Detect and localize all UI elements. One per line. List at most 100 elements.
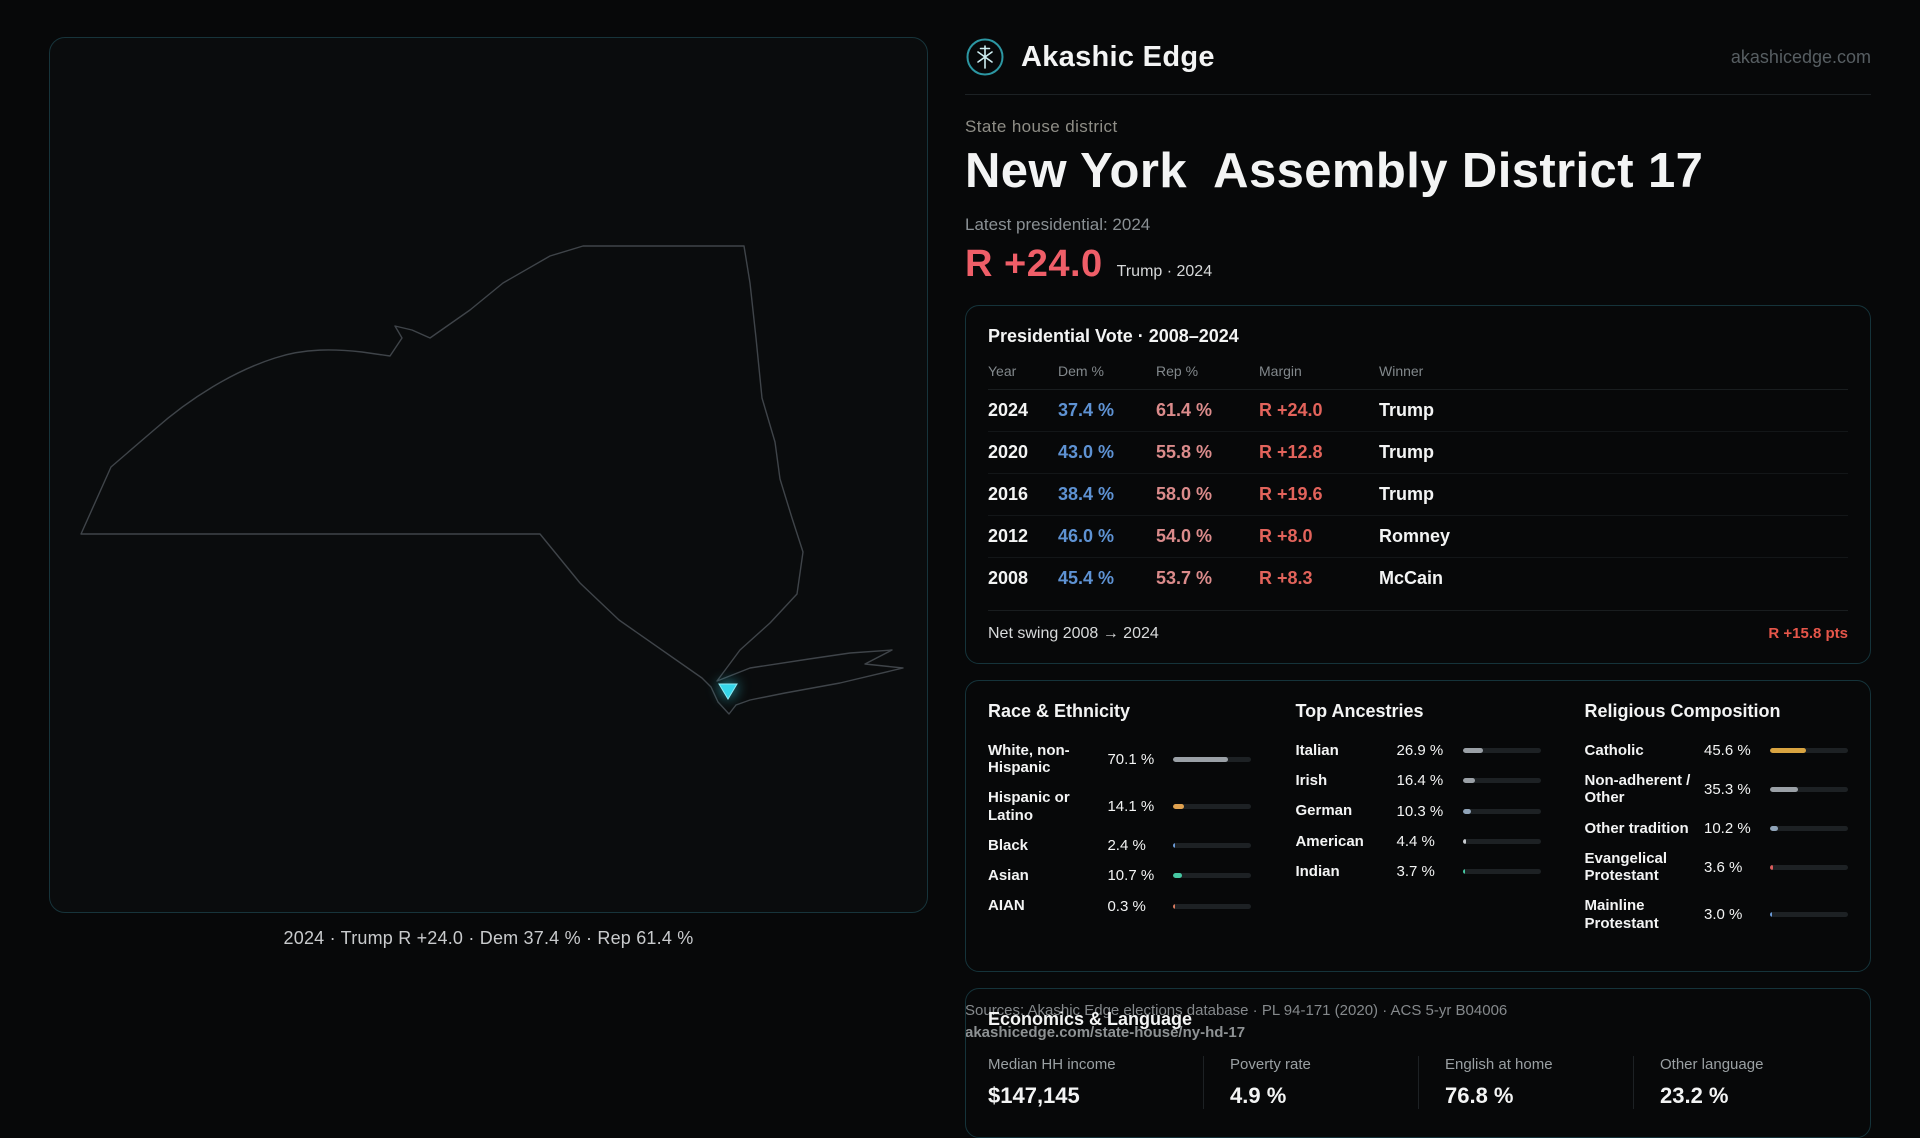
econ-stat-label: Median HH income: [988, 1055, 1116, 1073]
pv-dem-cell: 43.0 %: [1058, 441, 1115, 462]
stat-label: Other tradition: [1584, 819, 1689, 837]
stat-bar: [1173, 843, 1252, 849]
pv-margin-cell: R +19.6: [1259, 483, 1323, 504]
race-section-title: Race & Ethnicity: [988, 700, 1131, 721]
presidential-row: 2012 46.0 % 54.0 % R +8.0 Romney: [988, 516, 1848, 558]
stat-bar: [1770, 786, 1848, 792]
ancestries-section-title: Top Ancestries: [1295, 700, 1424, 721]
stat-value: 3.0 %: [1704, 906, 1743, 924]
econ-stat: English at home 76.8 %: [1418, 1055, 1633, 1109]
presidential-vote-card: Presidential Vote · 2008–2024 Year Dem % R…: [965, 304, 1871, 664]
stat-value: 2.4 %: [1107, 837, 1146, 855]
race-section: Race & Ethnicity White, non-Hispanic 70.1…: [988, 700, 1252, 951]
presidential-rows: 2024 37.4 % 61.4 % R +24.0 Trump 2020 43.0 % 55…: [988, 390, 1848, 600]
stat-row: Asian 10.7 %: [988, 867, 1252, 885]
demographics-card: Race & Ethnicity White, non-Hispanic 70.1…: [965, 679, 1871, 972]
stat-row: Hispanic or Latino 14.1 %: [988, 789, 1252, 824]
race-rows: White, non-Hispanic 70.1 % Hispanic or Lat…: [988, 741, 1252, 915]
district-marker[interactable]: [718, 683, 738, 700]
district-map-panel: [49, 37, 928, 913]
permalink[interactable]: akashicedge.com/state-house/ny-hd-17: [965, 1023, 1246, 1041]
stat-value: 3.7 %: [1396, 863, 1435, 881]
presidential-col-0: Year: [988, 362, 1017, 379]
stat-row: Evangelical Protestant 3.6 %: [1585, 850, 1848, 885]
stat-bar: [1770, 912, 1848, 918]
pv-rep-cell: 58.0 %: [1156, 483, 1213, 504]
stat-row: Mainline Protestant 3.0 %: [1585, 897, 1848, 932]
economics-card-title: Economics & Language: [988, 1008, 1193, 1029]
stat-label: White, non-Hispanic: [988, 741, 1070, 777]
district-type-label: State house district: [965, 117, 1118, 136]
stat-value: 26.9 %: [1396, 742, 1444, 760]
presidential-row: 2016 38.4 % 58.0 % R +19.6 Trump: [988, 474, 1848, 516]
brand-logo-icon: [966, 38, 1004, 76]
net-swing-value: R +15.8 pts: [1768, 624, 1848, 642]
margin-value: R +24.0: [965, 242, 1103, 285]
stat-value: 70.1 %: [1107, 750, 1155, 768]
presidential-card-title: Presidential Vote · 2008–2024: [988, 325, 1239, 346]
stat-value: 16.4 %: [1396, 772, 1444, 790]
stat-row: AIAN 0.3 %: [988, 897, 1252, 915]
presidential-row: 2024 37.4 % 61.4 % R +24.0 Trump: [988, 390, 1848, 432]
latest-presidential-label: Latest presidential: 2024: [965, 214, 1151, 234]
headline-margin: R +24.0 Trump · 2024: [965, 243, 1871, 289]
pv-margin-cell: R +24.0: [1259, 399, 1323, 420]
margin-context: Trump · 2024: [1116, 262, 1213, 280]
stat-label: German: [1295, 802, 1353, 820]
pv-dem-cell: 38.4 %: [1058, 483, 1115, 504]
stat-value: 4.4 %: [1396, 832, 1435, 850]
stat-label: Hispanic or Latino: [988, 789, 1070, 824]
stat-row: Indian 3.7 %: [1295, 863, 1541, 881]
presidential-row: 2020 43.0 % 55.8 % R +12.8 Trump: [988, 432, 1848, 474]
net-swing-label: Net swing 2008 → 2024: [988, 624, 1159, 642]
stat-bar: [1462, 808, 1541, 814]
econ-stat: Poverty rate 4.9 %: [1203, 1055, 1418, 1109]
presidential-row: 2008 45.4 % 53.7 % R +8.3 McCain: [988, 558, 1848, 600]
detail-panel: Akashic Edge akashicedge.com State house…: [965, 30, 1871, 1138]
pv-rep-cell: 55.8 %: [1156, 441, 1213, 462]
stat-value: 14.1 %: [1107, 798, 1155, 816]
stat-bar: [1173, 756, 1252, 762]
brand-name[interactable]: Akashic Edge: [1021, 40, 1215, 73]
econ-stat-label: English at home: [1445, 1055, 1553, 1073]
stat-value: 45.6 %: [1704, 742, 1751, 760]
header-bar: Akashic Edge akashicedge.com: [965, 30, 1871, 84]
stat-value: 10.2 %: [1704, 819, 1751, 837]
pv-margin-cell: R +8.3: [1259, 568, 1313, 589]
econ-stat-value: 4.9 %: [1230, 1082, 1287, 1108]
stat-bar: [1462, 748, 1541, 754]
sources-line: Sources: Akashic Edge elections database…: [965, 1002, 1508, 1019]
stat-row: German 10.3 %: [1295, 802, 1541, 820]
pv-year-cell: 2012: [988, 525, 1029, 546]
religion-rows: Catholic 45.6 % Non-adherent / Other 35.3 %…: [1585, 742, 1848, 932]
pv-winner-cell: Trump: [1379, 483, 1435, 504]
pv-winner-cell: McCain: [1379, 568, 1444, 589]
religion-section: Religious Composition Catholic 45.6 % Non-…: [1585, 701, 1848, 951]
stat-row: American 4.4 %: [1295, 832, 1541, 850]
pv-rep-cell: 53.7 %: [1156, 568, 1213, 589]
stat-label: Black: [988, 836, 1029, 854]
presidential-column-headers: Year Dem % Rep % Margin Winner: [988, 363, 1848, 390]
stat-bar: [1173, 903, 1252, 909]
religion-section-title: Religious Composition: [1584, 700, 1781, 721]
stat-bar: [1770, 864, 1848, 870]
presidential-col-1: Dem %: [1058, 362, 1104, 379]
brand-domain-link[interactable]: akashicedge.com: [1730, 46, 1871, 67]
pv-dem-cell: 46.0 %: [1058, 525, 1115, 546]
new-york-state-map[interactable]: [50, 38, 928, 913]
econ-stat-label: Poverty rate: [1230, 1055, 1311, 1073]
pv-year-cell: 2024: [988, 399, 1029, 420]
stat-bar: [1770, 825, 1848, 831]
stat-label: Evangelical Protestant: [1584, 849, 1668, 885]
stat-bar: [1462, 838, 1541, 844]
econ-stats: Median HH income $147,145 Poverty rate 4.9 …: [988, 1055, 1848, 1109]
pv-margin-cell: R +12.8: [1259, 441, 1323, 462]
ancestry-rows: Italian 26.9 % Irish 16.4 % German 10.3 % Amer…: [1295, 742, 1541, 881]
stat-bar: [1462, 778, 1541, 784]
econ-stat-value: $147,145: [988, 1082, 1080, 1108]
stat-label: Asian: [988, 867, 1029, 885]
stat-bar: [1462, 869, 1541, 875]
stat-label: Irish: [1295, 772, 1328, 790]
economics-card: Economics & Language Median HH income $14…: [965, 987, 1871, 1138]
stat-bar: [1173, 873, 1252, 879]
